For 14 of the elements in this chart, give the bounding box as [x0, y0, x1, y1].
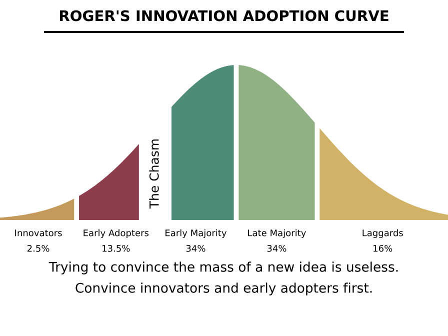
text: Trying to convince the mass of a new idea is useless.: [48, 262, 398, 274]
text: Convince innovators and early adopters first.: [76, 282, 372, 296]
category-label: Laggards: [362, 229, 403, 238]
category-label: Early Adopters: [84, 229, 149, 238]
category-label: Innovators: [15, 230, 62, 236]
data-label: 13.5%: [102, 244, 130, 252]
category-label: Late Majority: [248, 229, 306, 238]
data-label: 16%: [374, 244, 392, 252]
text: ROGER'S INNOVATION ADOPTION CURVE: [60, 10, 388, 22]
data-label: 2.5%: [27, 244, 50, 252]
text: The Chasm: [149, 139, 159, 209]
category-label: Early Majority: [166, 229, 227, 238]
data-label: 34%: [267, 244, 286, 252]
data-label: 34%: [186, 244, 206, 252]
